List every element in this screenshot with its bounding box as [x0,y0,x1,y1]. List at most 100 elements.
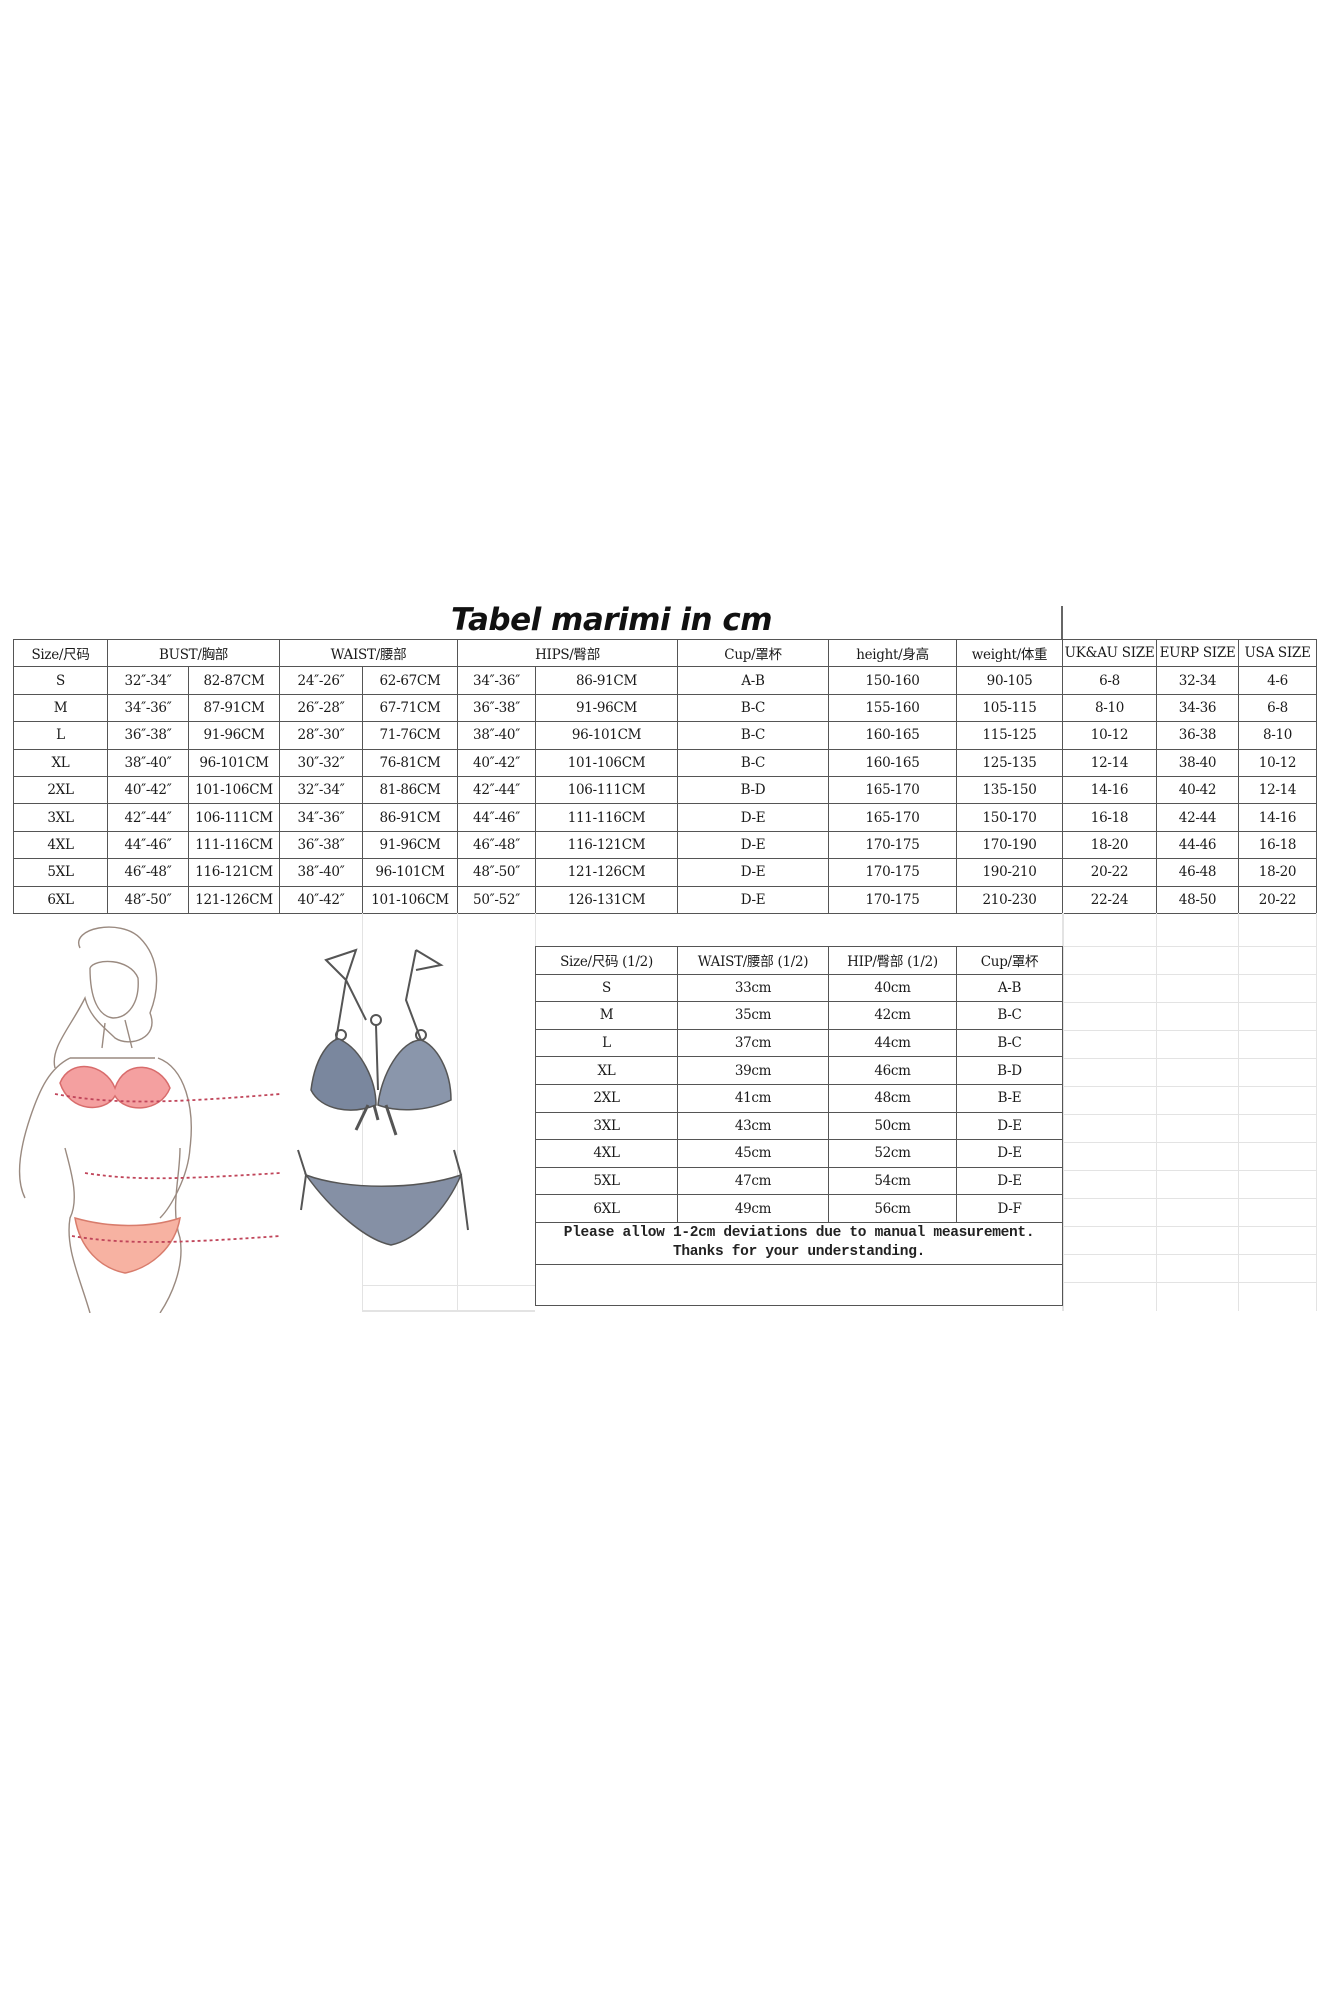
table-cell: 42-44 [1156,803,1240,832]
half-size-table: Size/尺码 (1/2) WAIST/腰部 (1/2) HIP/臀部 (1/2) C… [535,946,1063,1306]
table-cell: 8-10 [1238,721,1318,750]
table-cell: B-C [677,721,830,750]
table-cell: 49cm [677,1194,829,1223]
gridline [1238,913,1239,1311]
table-cell: 36″-38″ [279,830,363,860]
table-cell: D-E [956,1139,1063,1168]
gridline [457,913,458,1311]
table-cell: 45cm [677,1139,829,1168]
table-cell: 26″-28″ [279,693,363,723]
table-cell: 210-230 [956,885,1064,914]
table-cell: 33cm [677,973,829,1003]
table-cell: 42cm [828,1001,957,1030]
gridline [1062,946,1316,947]
table-cell: 22-24 [1062,885,1158,914]
table-cell: 32″-34″ [279,775,363,805]
table-cell: 47cm [677,1166,829,1196]
gridline [1062,1170,1316,1171]
table-cell: 71-76CM [362,721,458,750]
table-cell: 90-105 [956,666,1064,695]
column-header: height/身高 [828,638,958,668]
table-row: 4XL 45cm 52cm D-E [535,1139,1063,1168]
table-cell: 82-87CM [188,666,280,695]
table-cell: B-C [677,748,830,777]
table-cell: XL [13,748,108,777]
gridline [362,1285,535,1286]
table-cell: 48″-50″ [457,858,536,887]
gridline [1062,1058,1316,1059]
column-header: HIP/臀部 (1/2) [828,946,957,975]
table-cell: 5XL [13,858,108,887]
table-cell: 126-131CM [534,885,679,914]
table-cell: 105-115 [956,693,1064,723]
table-cell: 10-12 [1062,721,1158,750]
table-cell: 101-106CM [188,775,280,805]
gridline [1062,1142,1316,1143]
gridline [1062,1030,1316,1031]
table-cell: 40cm [828,973,957,1003]
table-cell: 4-6 [1238,666,1318,695]
header-row: Size/尺码 (1/2) WAIST/腰部 (1/2) HIP/臀部 (1/2) C… [535,946,1063,975]
table-cell: M [535,1001,678,1030]
table-cell: 14-16 [1062,775,1158,805]
table-cell: 5XL [535,1166,678,1196]
table-cell: 87-91CM [188,693,280,723]
table-cell: B-D [677,775,830,805]
table-row: 2XL 41cm 48cm B-E [535,1083,1063,1113]
gridline [1062,1086,1316,1087]
table-cell: 46cm [828,1056,957,1085]
gridline [1062,974,1316,975]
table-cell: 116-121CM [188,858,280,887]
table-row: 4XL 44″-46″ 111-116CM 36″-38″ 91-96CM 46″-48″… [13,830,1318,860]
table-cell: 39cm [677,1056,829,1085]
table-cell: 20-22 [1238,885,1318,914]
column-header: USA SIZE [1238,638,1318,668]
size-table: Size/尺码 BUST/胸部 WAIST/腰部 HIPS/臀部 Cup/罩杯 heigh… [13,638,1318,914]
table-cell: 38-40 [1156,748,1240,777]
table-cell: 111-116CM [188,830,280,860]
table-cell: 52cm [828,1139,957,1168]
table-cell: L [535,1028,678,1058]
divider [1061,606,1063,640]
table-cell: 10-12 [1238,748,1318,777]
table-cell: D-E [956,1166,1063,1196]
table-cell: 28″-30″ [279,721,363,750]
table-cell: 37cm [677,1028,829,1058]
table-cell: 135-150 [956,775,1064,805]
bikini-product-image [297,948,469,1246]
gridline [1062,1114,1316,1115]
table-row: XL 38″-40″ 96-101CM 30″-32″ 76-81CM 40″-42″ 10… [13,748,1318,777]
table-cell: 170-175 [828,885,958,914]
column-header: WAIST/腰部 (1/2) [677,946,829,975]
measurement-note: Please allow 1-2cm deviations due to man… [535,1221,1063,1265]
table-cell: B-D [956,1056,1063,1085]
table-cell: 41cm [677,1083,829,1113]
table-cell: 67-71CM [362,693,458,723]
column-header: weight/体重 [956,638,1064,668]
table-cell: 116-121CM [534,830,679,860]
table-row: 5XL 46″-48″ 116-121CM 38″-40″ 96-101CM 48″-50… [13,858,1318,887]
table-cell: 36-38 [1156,721,1240,750]
table-cell: 165-170 [828,775,958,805]
table-cell: D-E [677,858,830,887]
column-header: EURP SIZE [1156,638,1240,668]
table-cell: 40″-42″ [279,885,363,914]
header-row: Size/尺码 BUST/胸部 WAIST/腰部 HIPS/臀部 Cup/罩杯 heigh… [13,638,1318,668]
body-measurement-sketch [18,926,280,1313]
table-cell: 18-20 [1238,858,1318,887]
table-cell: S [13,666,108,695]
table-cell: L [13,721,108,750]
table-cell: 6XL [13,885,108,914]
table-cell: B-C [956,1001,1063,1030]
note-row: Please allow 1-2cm deviations due to man… [535,1221,1063,1265]
table-cell: 42″-44″ [107,803,189,832]
table-cell: 35cm [677,1001,829,1030]
gridline [1062,1282,1316,1283]
table-cell: 38″-40″ [279,858,363,887]
table-cell: 96-101CM [362,858,458,887]
table-cell: 91-96CM [362,830,458,860]
table-cell: 101-106CM [534,748,679,777]
table-cell: 32-34 [1156,666,1240,695]
table-cell: B-C [956,1028,1063,1058]
gridline [1062,1002,1316,1003]
